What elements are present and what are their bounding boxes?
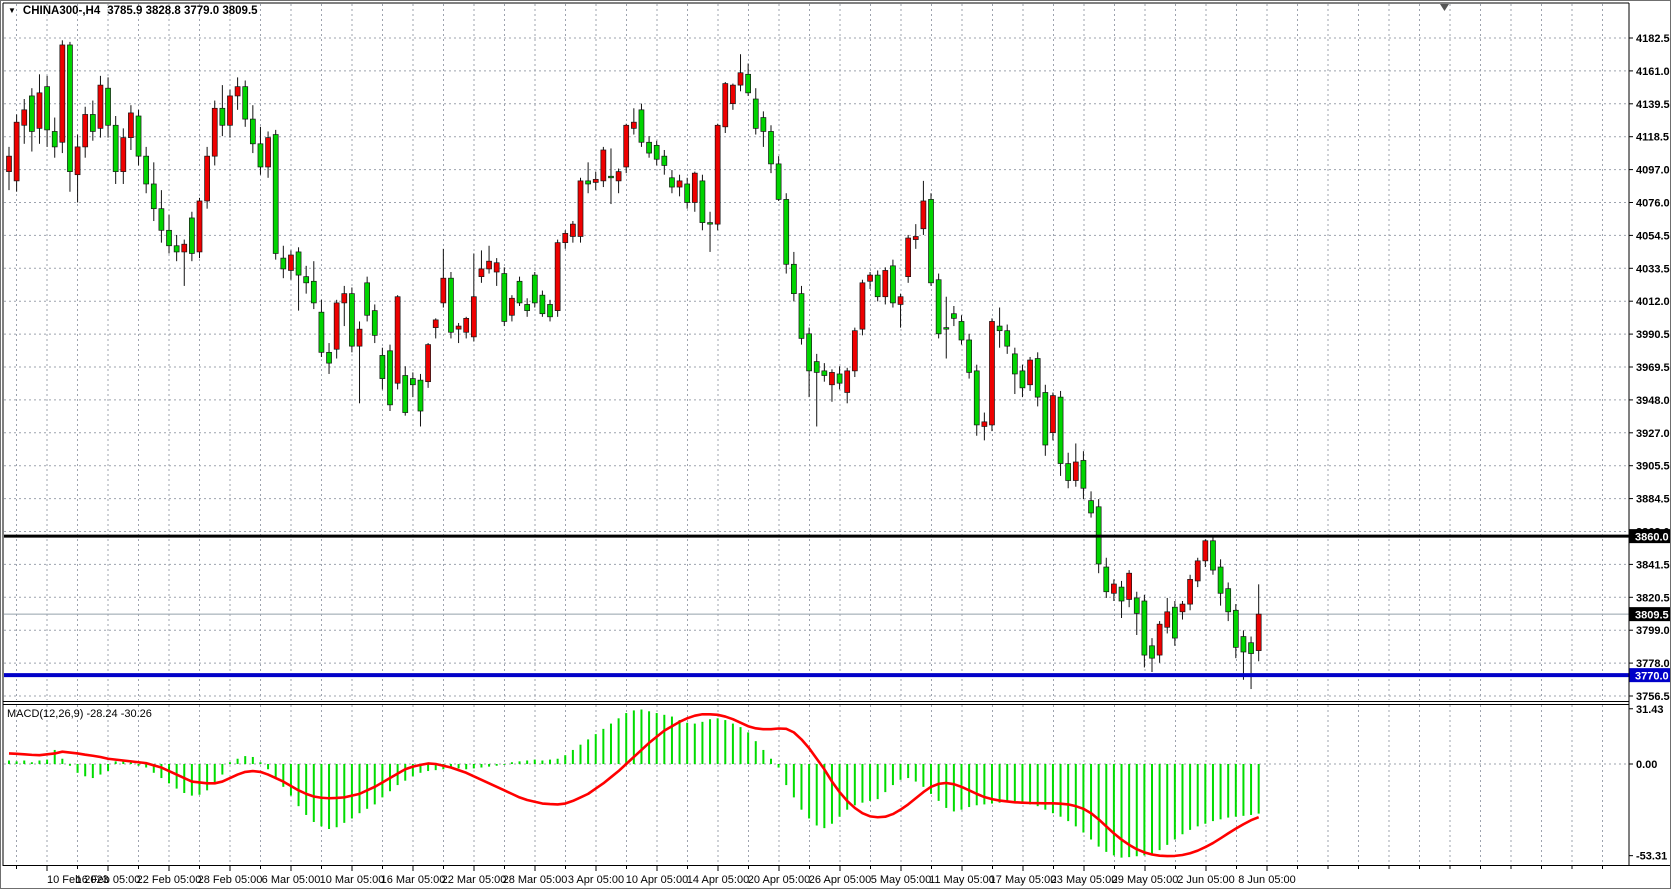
- svg-text:3799.0: 3799.0: [1636, 625, 1670, 637]
- ohlc-values-label: 3785.9 3828.8 3779.0 3809.5: [107, 5, 258, 17]
- svg-text:4054.5: 4054.5: [1636, 230, 1670, 242]
- price-axis[interactable]: 4182.5 4161.0 4139.5 4118.5 4097.0 4076.0 4054…: [1629, 33, 1671, 703]
- svg-text:22 Feb 05:00: 22 Feb 05:00: [137, 874, 202, 886]
- svg-text:3927.0: 3927.0: [1636, 428, 1670, 440]
- macd-axis[interactable]: 31.43 0.00 -53.31: [1629, 704, 1667, 863]
- svg-text:28 Feb 05:00: 28 Feb 05:00: [198, 874, 263, 886]
- svg-text:4139.5: 4139.5: [1636, 99, 1670, 111]
- svg-text:10 Apr 05:00: 10 Apr 05:00: [626, 874, 688, 886]
- svg-text:3809.5: 3809.5: [1635, 610, 1669, 622]
- svg-text:3948.0: 3948.0: [1636, 395, 1670, 407]
- macd-histogram: [8, 709, 1260, 858]
- svg-text:4161.0: 4161.0: [1636, 66, 1670, 78]
- svg-text:2 Jun 05:00: 2 Jun 05:00: [1177, 874, 1235, 886]
- svg-text:4182.5: 4182.5: [1636, 33, 1670, 45]
- svg-text:10 Feb 2023: 10 Feb 2023: [47, 874, 109, 886]
- symbol-timeframe-label: CHINA300-,H4: [22, 5, 101, 17]
- svg-text:28 Mar 05:00: 28 Mar 05:00: [503, 874, 568, 886]
- svg-text:14 Apr 05:00: 14 Apr 05:00: [687, 874, 749, 886]
- candles-group[interactable]: [6, 40, 1262, 690]
- svg-text:23 May 05:00: 23 May 05:00: [1051, 874, 1118, 886]
- macd-indicator-label: MACD(12,26,9) -28.24 -30.26: [7, 708, 152, 720]
- svg-text:-53.31: -53.31: [1636, 851, 1667, 863]
- macd-signal-line: [8, 712, 1260, 858]
- symbol-ohlc-title: ▼ CHINA300-,H4 3785.9 3828.8 3779.0 3809…: [8, 5, 258, 17]
- chart-shift-marker-icon[interactable]: [1440, 4, 1449, 11]
- svg-text:3905.5: 3905.5: [1636, 461, 1670, 473]
- svg-text:20 Apr 05:00: 20 Apr 05:00: [748, 874, 810, 886]
- svg-text:3969.5: 3969.5: [1636, 362, 1670, 374]
- svg-text:3778.0: 3778.0: [1636, 658, 1670, 670]
- svg-text:8 Jun 05:00: 8 Jun 05:00: [1238, 874, 1296, 886]
- chevron-down-icon[interactable]: ▼: [8, 6, 16, 15]
- svg-text:22 Mar 05:00: 22 Mar 05:00: [442, 874, 507, 886]
- svg-text:3884.5: 3884.5: [1636, 494, 1670, 506]
- svg-text:4012.0: 4012.0: [1636, 296, 1670, 308]
- price-label-3770.0: 3770.0: [1629, 668, 1670, 683]
- svg-text:16 Feb 05:00: 16 Feb 05:00: [76, 874, 141, 886]
- svg-text:4097.0: 4097.0: [1636, 165, 1670, 177]
- svg-text:16 Mar 05:00: 16 Mar 05:00: [381, 874, 446, 886]
- svg-text:3860.0: 3860.0: [1635, 532, 1669, 544]
- svg-text:4118.5: 4118.5: [1636, 132, 1669, 144]
- svg-text:11 May 05:00: 11 May 05:00: [929, 874, 995, 886]
- svg-text:29 May 05:00: 29 May 05:00: [1112, 874, 1179, 886]
- price-label-3809.5: 3809.5: [1629, 607, 1670, 622]
- svg-text:4033.5: 4033.5: [1636, 263, 1670, 275]
- svg-text:3990.5: 3990.5: [1636, 329, 1670, 341]
- svg-text:26 Apr 05:00: 26 Apr 05:00: [809, 874, 871, 886]
- svg-text:31.43: 31.43: [1636, 704, 1664, 716]
- svg-text:3 Apr 05:00: 3 Apr 05:00: [568, 874, 624, 886]
- svg-text:3841.5: 3841.5: [1636, 559, 1670, 571]
- svg-text:6 Mar 05:00: 6 Mar 05:00: [262, 874, 321, 886]
- svg-text:4076.0: 4076.0: [1636, 198, 1670, 210]
- price-label-3860.0: 3860.0: [1629, 529, 1670, 544]
- svg-text:10 Mar 05:00: 10 Mar 05:00: [320, 874, 385, 886]
- svg-text:5 May 05:00: 5 May 05:00: [871, 874, 932, 886]
- svg-text:3756.5: 3756.5: [1636, 691, 1670, 703]
- svg-text:3820.5: 3820.5: [1636, 592, 1670, 604]
- svg-text:17 May 05:00: 17 May 05:00: [990, 874, 1057, 886]
- svg-text:0.00: 0.00: [1636, 759, 1657, 771]
- svg-text:3770.0: 3770.0: [1635, 671, 1669, 683]
